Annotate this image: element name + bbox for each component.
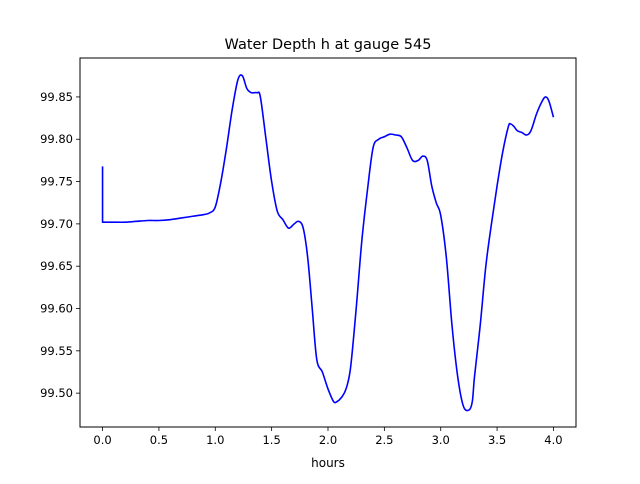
x-tick-label: 0.0 — [93, 433, 111, 447]
y-tick-label: 99.70 — [40, 217, 73, 231]
y-tick-label: 99.60 — [40, 302, 73, 316]
tick-layer: 0.0 0.5 1.0 1.5 2.0 2.5 3.0 3.5 4.0 99.50 99.55 99.… — [40, 90, 563, 447]
x-tick-label: 4.0 — [544, 433, 562, 447]
x-tick-label: 0.5 — [150, 433, 168, 447]
x-tick-label: 2.5 — [375, 433, 393, 447]
x-tick-label: 2.0 — [319, 433, 337, 447]
plot-frame — [79, 57, 577, 428]
x-tick-label: 1.5 — [262, 433, 280, 447]
y-tick-label: 99.75 — [40, 175, 73, 189]
y-tick-label: 99.65 — [40, 259, 73, 273]
y-tick-label: 99.50 — [40, 386, 73, 400]
y-tick-label: 99.55 — [40, 344, 73, 358]
chart-title: Water Depth h at gauge 545 — [225, 37, 432, 53]
series-layer — [101, 74, 555, 412]
x-tick-label: 3.5 — [488, 433, 506, 447]
x-axis-label: hours — [311, 456, 345, 470]
x-tick-label: 1.0 — [206, 433, 224, 447]
x-tick-label: 3.0 — [432, 433, 450, 447]
y-tick-label: 99.80 — [40, 132, 73, 146]
y-tick-label: 99.85 — [40, 90, 73, 104]
series-line-0 — [101, 74, 555, 412]
